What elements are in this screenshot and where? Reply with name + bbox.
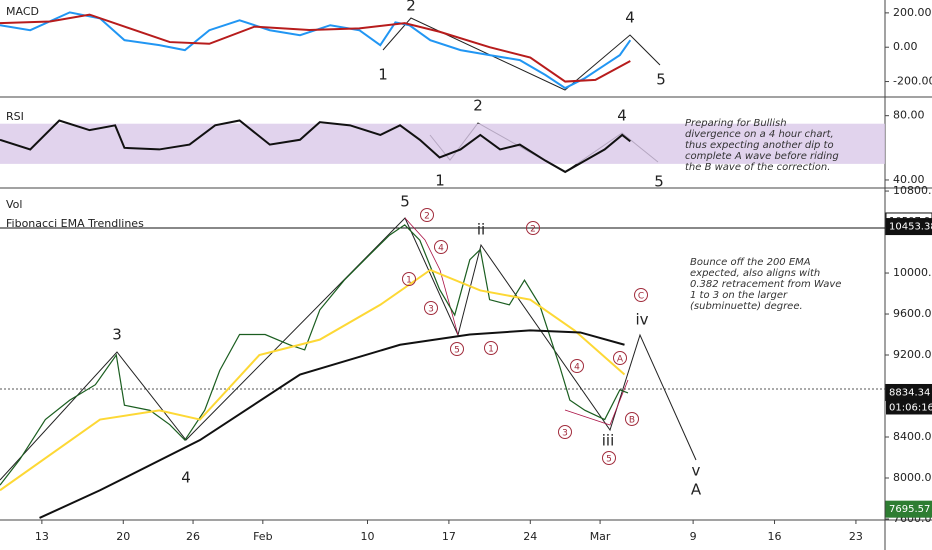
panel-title: MACD <box>6 5 39 18</box>
wave-label: 5 <box>654 173 664 191</box>
wave-label: 1 <box>435 172 445 190</box>
y-tick-label: 0.00 <box>893 40 918 53</box>
wave-label: 5 <box>400 193 410 211</box>
rsi-annotation: Preparing for Bullish divergence on a 4 … <box>685 118 839 173</box>
wave-label: A <box>691 481 702 499</box>
wave-circle <box>420 208 434 222</box>
y-tick-label: 200.00 <box>893 6 932 19</box>
wave-circle <box>625 412 639 426</box>
series-line <box>0 13 631 83</box>
price-tag <box>885 218 932 236</box>
x-tick-label: 24 <box>523 530 537 543</box>
y-tick-label: 8000.00 <box>893 471 932 484</box>
x-tick-label: Feb <box>253 530 272 543</box>
panel-title: RSI <box>6 110 24 123</box>
wave-circle <box>484 341 498 355</box>
price-tag-label: 8834.34 <box>889 387 930 398</box>
wave-label: 1 <box>378 66 388 84</box>
y-tick-label: 40.00 <box>893 173 925 186</box>
wave-line <box>382 17 661 91</box>
y-tick-label: 10800.00 <box>893 184 932 197</box>
circled-label: 5 <box>454 346 460 356</box>
series-line <box>0 268 626 492</box>
series-line <box>0 224 629 486</box>
wave-line <box>564 379 629 426</box>
wave-circle <box>602 451 616 465</box>
series-line <box>39 329 625 519</box>
wave-circle <box>450 342 464 356</box>
y-tick-label: 9600.00 <box>893 307 932 320</box>
x-tick-label: 13 <box>35 530 49 543</box>
wave-circle <box>402 272 416 286</box>
wave-label: 4 <box>617 107 627 125</box>
x-tick-label: 26 <box>186 530 200 543</box>
wave-label: 5 <box>656 71 666 89</box>
y-tick-label: -200.00 <box>893 75 932 88</box>
circled-label: 1 <box>406 276 412 286</box>
wave-circle <box>570 359 584 373</box>
x-tick-label: 23 <box>849 530 863 543</box>
circled-label: C <box>638 292 644 302</box>
x-tick-label: 20 <box>116 530 130 543</box>
circled-label: 3 <box>562 429 568 439</box>
countdown-label: 01:06:16 <box>889 402 932 413</box>
wave-circle <box>634 288 648 302</box>
x-tick-label: 9 <box>690 530 697 543</box>
wave-circle <box>613 351 627 365</box>
y-tick-label: 10000.00 <box>893 266 932 279</box>
wave-label: iv <box>635 311 648 329</box>
series-line <box>0 119 631 174</box>
price-tag-label: 10453.38 <box>889 222 932 233</box>
wave-label: 2 <box>406 0 416 15</box>
wave-line <box>404 217 459 336</box>
y-tick-label: 80.00 <box>893 109 925 122</box>
x-tick-label: 10 <box>360 530 374 543</box>
countdown-tag <box>886 400 932 415</box>
wave-label: iii <box>602 432 615 450</box>
circled-label: 2 <box>530 225 536 235</box>
wave-circle <box>424 301 438 315</box>
circled-label: B <box>629 416 635 426</box>
wave-label: 4 <box>181 469 191 487</box>
y-tick-label: 9200.00 <box>893 348 932 361</box>
wave-label: 4 <box>625 9 635 27</box>
wave-label: 3 <box>112 326 122 344</box>
wave-label: ii <box>477 221 485 239</box>
circled-label: 4 <box>574 363 580 373</box>
circled-label: 2 <box>424 212 430 222</box>
wave-circle <box>434 240 448 254</box>
wave-circle <box>558 425 572 439</box>
price-tag <box>885 500 932 518</box>
panel-subtitle: Fibonacci EMA Trendlines <box>6 217 144 230</box>
wave-label: v <box>692 462 701 480</box>
circled-label: 4 <box>438 244 444 254</box>
panel-title: Vol <box>6 198 22 211</box>
circled-label: 3 <box>428 305 434 315</box>
x-tick-label: 16 <box>768 530 782 543</box>
wave-label: 2 <box>473 97 483 115</box>
x-tick-label: 17 <box>442 530 456 543</box>
wave-circle <box>526 221 540 235</box>
y-tick-label: 8400.00 <box>893 430 932 443</box>
price-tag-label: 7695.57 <box>889 504 930 515</box>
circled-label: 1 <box>488 345 494 355</box>
series-line <box>0 11 632 90</box>
price-annotation: Bounce off the 200 EMA expected, also al… <box>690 257 842 312</box>
circled-label: A <box>617 355 624 365</box>
circled-label: 5 <box>606 455 612 465</box>
x-tick-label: Mar <box>590 530 611 543</box>
